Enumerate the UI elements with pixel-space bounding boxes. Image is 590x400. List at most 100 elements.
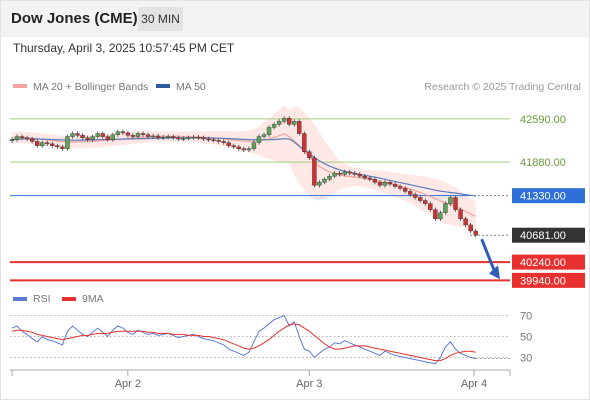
support-label-bg bbox=[512, 272, 585, 288]
candle-body bbox=[65, 136, 70, 149]
candle bbox=[387, 180, 393, 187]
candle-body bbox=[155, 135, 161, 138]
candle bbox=[413, 192, 418, 200]
candle bbox=[60, 144, 65, 151]
candle bbox=[45, 140, 50, 147]
candle-body bbox=[176, 137, 181, 140]
candle-body bbox=[191, 136, 196, 139]
rsi-ma-line bbox=[11, 323, 476, 362]
rsi-tick-label: 50 bbox=[520, 332, 532, 344]
projection-arrow-head bbox=[489, 265, 500, 280]
candle bbox=[120, 129, 126, 136]
candle bbox=[297, 119, 302, 136]
level-label: 41880.00 bbox=[520, 157, 566, 169]
research-credit: Research © 2025 Trading Central bbox=[424, 81, 581, 93]
candle bbox=[382, 180, 388, 188]
candle-body bbox=[438, 212, 443, 220]
candle-body bbox=[317, 182, 322, 186]
candle-body bbox=[276, 121, 282, 125]
candle-body bbox=[468, 224, 473, 232]
candle-body bbox=[423, 200, 428, 204]
candle bbox=[246, 146, 252, 153]
candle bbox=[50, 141, 55, 148]
candle bbox=[468, 222, 473, 234]
candle-body bbox=[140, 133, 146, 135]
candle bbox=[367, 175, 373, 182]
candle bbox=[70, 131, 75, 139]
last-price-label-bg bbox=[512, 227, 585, 243]
candle bbox=[266, 125, 272, 137]
candle bbox=[276, 119, 282, 127]
rsi-line bbox=[11, 314, 476, 365]
candle-body bbox=[261, 134, 267, 137]
ma50-line bbox=[11, 137, 476, 197]
candle-body bbox=[473, 230, 478, 236]
candle-body bbox=[120, 131, 126, 134]
candle-body bbox=[387, 182, 393, 185]
candle-body bbox=[29, 138, 35, 142]
candle bbox=[140, 131, 146, 137]
candle-body bbox=[458, 209, 463, 220]
candle bbox=[418, 195, 423, 203]
candle bbox=[85, 135, 90, 142]
candle bbox=[29, 136, 35, 144]
candle bbox=[261, 132, 267, 139]
candle-body bbox=[377, 182, 383, 186]
instrument-title: Dow Jones (CME) bbox=[11, 10, 138, 27]
candle bbox=[312, 155, 317, 188]
candle-body bbox=[80, 135, 85, 138]
candle bbox=[196, 135, 201, 140]
candle-body bbox=[50, 143, 55, 146]
candle bbox=[347, 169, 352, 176]
candle-body bbox=[19, 136, 25, 138]
candle-body bbox=[221, 141, 226, 143]
candle bbox=[352, 170, 357, 177]
candle bbox=[75, 131, 80, 138]
legend-swatch bbox=[156, 84, 170, 88]
candle bbox=[377, 180, 383, 188]
candle bbox=[201, 135, 206, 142]
candle-body bbox=[418, 197, 423, 201]
candle bbox=[135, 131, 141, 139]
candle bbox=[176, 135, 181, 142]
rsi-tick-label: 30 bbox=[520, 353, 532, 365]
candle bbox=[40, 140, 45, 148]
candle bbox=[55, 143, 60, 150]
candle-body bbox=[196, 136, 201, 139]
candle-body bbox=[302, 133, 307, 152]
candle-body bbox=[433, 209, 438, 220]
candle bbox=[186, 135, 191, 141]
candle-body bbox=[90, 136, 95, 140]
bollinger-band-area bbox=[12, 105, 476, 232]
candle bbox=[206, 136, 211, 142]
candle-body bbox=[211, 139, 216, 141]
candle bbox=[145, 132, 151, 139]
candle bbox=[14, 134, 20, 142]
candle-body bbox=[292, 121, 297, 125]
candle-body bbox=[256, 136, 262, 143]
candle bbox=[281, 116, 287, 124]
candle-body bbox=[115, 131, 121, 135]
candle bbox=[150, 133, 156, 139]
legend-label: MA 20 + Bollinger Bands bbox=[33, 81, 148, 93]
ma20-line bbox=[11, 133, 476, 217]
legend-label: MA 50 bbox=[176, 81, 206, 93]
candle bbox=[221, 139, 226, 145]
timeframe-badge[interactable]: 30 MIN bbox=[138, 7, 183, 31]
candle bbox=[327, 174, 332, 182]
candle-body bbox=[100, 133, 105, 137]
candle-body bbox=[241, 148, 247, 151]
candle bbox=[428, 201, 433, 212]
support-label: 39940.00 bbox=[520, 275, 566, 287]
candle bbox=[317, 180, 322, 188]
candle-body bbox=[75, 133, 80, 136]
candle-body bbox=[35, 141, 40, 146]
candle bbox=[448, 195, 453, 206]
candle-body bbox=[352, 172, 357, 175]
candle-body bbox=[463, 218, 468, 226]
candle bbox=[19, 134, 25, 140]
candle-body bbox=[266, 127, 272, 135]
candle-body bbox=[281, 118, 287, 122]
x-tick-label: Apr 2 bbox=[115, 378, 141, 390]
candle-body bbox=[14, 136, 20, 140]
